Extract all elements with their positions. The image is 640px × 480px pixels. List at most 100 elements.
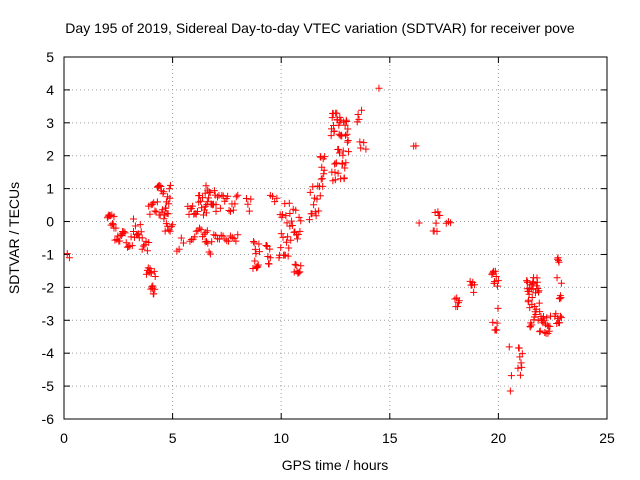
data-point <box>252 250 260 258</box>
data-point <box>150 290 158 298</box>
data-point <box>245 207 253 215</box>
data-point <box>157 183 165 191</box>
y-tick-label: -2 <box>42 279 55 295</box>
data-point <box>231 200 239 208</box>
data-point <box>343 138 351 146</box>
data-point <box>340 174 348 182</box>
data-point <box>334 145 342 153</box>
data-point <box>146 210 154 218</box>
data-point <box>210 187 218 195</box>
data-point <box>358 106 366 114</box>
data-point <box>158 206 166 214</box>
data-point <box>212 201 220 209</box>
data-point <box>556 319 564 327</box>
data-point <box>515 344 523 352</box>
data-point <box>292 261 300 269</box>
data-point <box>493 326 501 334</box>
data-point <box>535 287 543 295</box>
data-point <box>375 84 383 92</box>
data-point <box>523 277 531 285</box>
data-point <box>524 296 532 304</box>
data-point <box>528 293 536 301</box>
data-point <box>143 247 151 255</box>
data-point <box>342 159 350 167</box>
data-point <box>151 207 159 215</box>
data-point <box>251 257 259 265</box>
data-point <box>193 207 201 215</box>
data-point <box>288 217 296 225</box>
data-point <box>557 294 565 302</box>
data-point <box>249 264 257 272</box>
data-point <box>489 318 497 326</box>
y-tick-label: -3 <box>42 312 55 328</box>
data-point <box>332 159 340 167</box>
data-point <box>342 131 350 139</box>
data-point <box>242 195 250 203</box>
data-point <box>552 310 560 318</box>
y-tick-label: 2 <box>46 148 54 164</box>
data-point <box>234 191 242 199</box>
data-point <box>451 295 459 303</box>
data-point <box>204 239 212 247</box>
data-point <box>309 183 317 191</box>
data-point <box>311 208 319 216</box>
data-point <box>297 262 305 270</box>
data-point <box>432 219 440 227</box>
y-tick-label: 1 <box>46 181 54 197</box>
data-point <box>320 166 328 174</box>
data-point <box>254 261 262 269</box>
data-point <box>291 260 299 268</box>
data-point <box>327 132 335 140</box>
data-point <box>282 238 290 246</box>
data-point <box>529 285 537 293</box>
data-point <box>251 245 259 253</box>
data-point <box>434 208 442 216</box>
y-tick-label: -4 <box>42 345 55 361</box>
data-point <box>150 267 158 275</box>
data-point <box>330 127 338 135</box>
data-point <box>344 136 352 144</box>
data-point <box>148 200 156 208</box>
data-point <box>106 212 114 220</box>
data-point <box>546 322 554 330</box>
data-point <box>536 327 544 335</box>
data-point <box>518 350 526 358</box>
data-point <box>506 387 514 395</box>
data-point <box>136 221 144 229</box>
plot-frame <box>63 56 608 420</box>
y-axis-label: SDTVAR / TECUs <box>6 182 22 294</box>
data-point <box>109 220 117 228</box>
data-point <box>120 228 128 236</box>
data-point <box>286 209 294 217</box>
data-point <box>490 278 498 286</box>
data-point <box>179 239 187 247</box>
x-tick-labels: 0 5 10 15 20 25 <box>60 430 615 446</box>
data-point <box>244 200 252 208</box>
data-point <box>197 226 205 234</box>
data-point <box>536 308 544 316</box>
data-point <box>491 267 499 275</box>
y-tick-label: 3 <box>46 115 54 131</box>
x-tick-label: 10 <box>273 430 289 446</box>
data-point <box>415 219 423 227</box>
data-point <box>232 237 240 245</box>
data-point <box>313 195 321 203</box>
data-point <box>247 195 255 203</box>
x-tick-label: 15 <box>382 430 398 446</box>
data-point <box>297 217 305 225</box>
data-point <box>253 262 261 270</box>
data-point <box>335 121 343 129</box>
data-point <box>206 250 214 258</box>
data-point <box>541 328 549 336</box>
y-tick-label: 4 <box>46 82 54 98</box>
data-point <box>310 201 318 209</box>
x-tick-label: 0 <box>60 430 68 446</box>
data-point <box>250 237 258 245</box>
data-point <box>151 285 159 293</box>
data-point <box>357 144 365 152</box>
data-point <box>265 260 273 268</box>
data-point <box>433 227 441 235</box>
y-tick-labels: -6 -5 -4 -3 -2 -1 0 1 2 3 4 5 <box>42 49 55 427</box>
data-point <box>282 212 290 220</box>
data-point <box>122 239 130 247</box>
